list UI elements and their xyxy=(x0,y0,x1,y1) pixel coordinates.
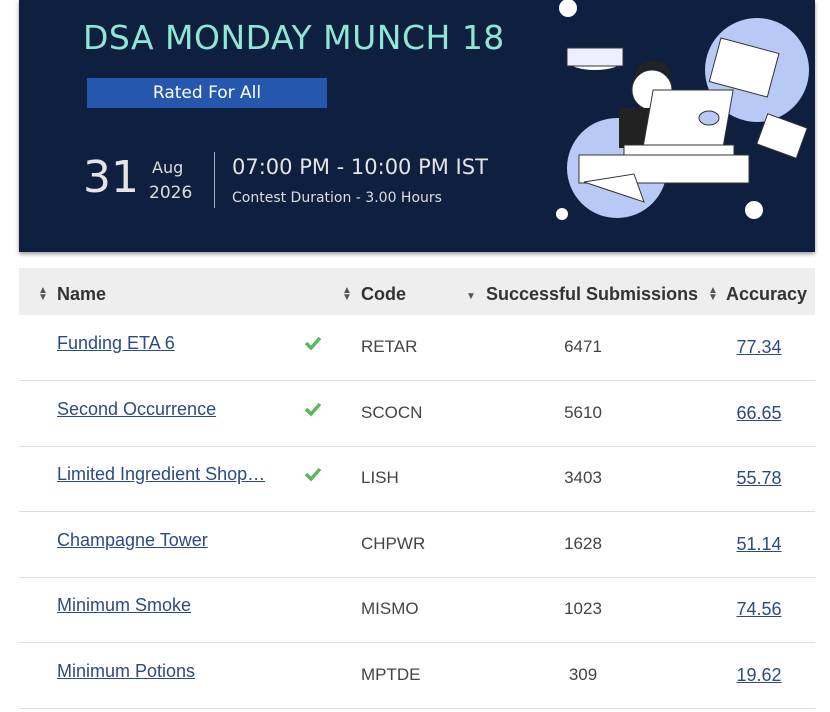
date-day: 31 xyxy=(83,152,139,203)
problem-code: MPTDE xyxy=(361,664,421,684)
sort-icon[interactable]: ▲ ▼ xyxy=(708,285,718,303)
problem-link[interactable]: Funding ETA 6 xyxy=(57,333,175,353)
sort-icon[interactable]: ▲ ▼ xyxy=(342,285,352,303)
illustration xyxy=(556,0,809,220)
problem-code: RETAR xyxy=(361,337,418,356)
problem-link[interactable]: Minimum Potions xyxy=(57,660,196,681)
contest-duration: Contest Duration - 3.00 Hours xyxy=(232,190,442,206)
sort-icon[interactable]: ▲ ▼ xyxy=(38,285,48,303)
accuracy-link[interactable]: 66.65 xyxy=(736,402,782,423)
accuracy-link[interactable]: 74.56 xyxy=(736,599,782,619)
date-month: Aug xyxy=(152,158,184,177)
table-row xyxy=(19,643,815,709)
check-icon xyxy=(304,467,322,482)
contest-time: 07:00 PM - 10:00 PM IST xyxy=(232,155,488,179)
solved-check xyxy=(304,335,322,356)
problem-code: MISMO xyxy=(361,599,419,618)
contest-banner: DSA MONDAY MUNCH 18 Rated For All 31 Aug… xyxy=(19,0,815,252)
header-submissions[interactable]: Successful Submissions xyxy=(486,284,699,304)
header-name[interactable]: Name xyxy=(57,284,107,304)
problem-link[interactable]: Minimum Smoke xyxy=(57,595,192,615)
accuracy-link[interactable]: 77.34 xyxy=(736,337,782,357)
solved-check xyxy=(304,401,322,422)
check-icon xyxy=(304,336,322,351)
table-row xyxy=(19,381,815,447)
submissions: 309 xyxy=(568,664,598,684)
problem-code: SCOCN xyxy=(361,402,423,422)
table-row xyxy=(19,512,815,578)
problem-code: CHPWR xyxy=(361,533,426,553)
problem-link[interactable]: Second Occurrence xyxy=(57,398,217,419)
divider xyxy=(214,152,215,208)
submissions: 5610 xyxy=(564,402,602,422)
accuracy-link[interactable]: 19.62 xyxy=(736,664,782,685)
submissions: 3403 xyxy=(564,468,602,487)
submissions: 1023 xyxy=(564,599,602,618)
contest-title: DSA MONDAY MUNCH 18 xyxy=(83,18,505,57)
accuracy-link[interactable]: 55.78 xyxy=(736,468,782,488)
table-header xyxy=(19,268,815,315)
accuracy-link[interactable]: 51.14 xyxy=(736,533,782,554)
submissions: 6471 xyxy=(564,337,602,356)
table-row xyxy=(19,446,815,512)
table-row xyxy=(19,577,815,643)
check-icon xyxy=(304,402,322,417)
sort-icon[interactable]: ▼ xyxy=(466,291,476,302)
submissions: 1628 xyxy=(564,533,602,553)
solved-check xyxy=(304,466,322,487)
date-year: 2026 xyxy=(149,183,193,203)
table-row xyxy=(19,315,815,381)
problem-link[interactable]: Limited Ingredient Shop… xyxy=(57,464,266,484)
problem-link[interactable]: Champagne Tower xyxy=(57,529,208,550)
header-code[interactable]: Code xyxy=(361,284,406,304)
problem-code: LISH xyxy=(361,468,399,487)
rating-badge: Rated For All xyxy=(87,78,327,108)
header-accuracy[interactable]: Accuracy xyxy=(726,284,808,304)
